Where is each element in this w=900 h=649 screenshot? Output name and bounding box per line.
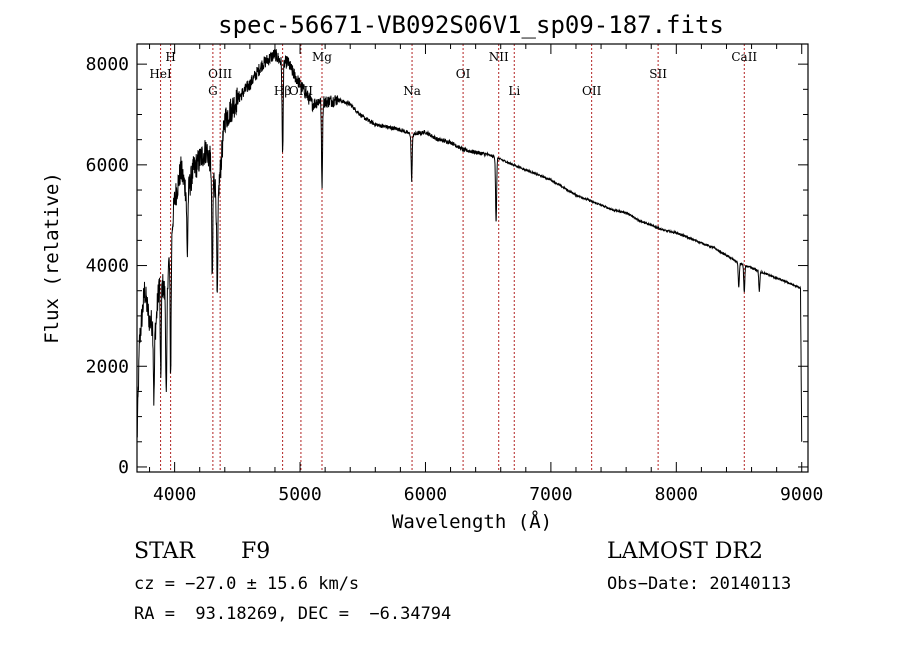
- spectral-line-label: Li: [508, 84, 520, 98]
- spectrum-series-line: [136, 48, 803, 442]
- redshift-value: cz = −27.0 ± 15.6 km/s: [134, 574, 360, 594]
- spectrum-chart: spec-56671-VB092S06V1_sp09-187.fits HeI H…: [41, 11, 823, 533]
- spectral-line-label: H: [165, 50, 175, 64]
- spectral-line-label: NII: [489, 50, 509, 64]
- spectral-line-label: HeI: [149, 67, 172, 81]
- x-tick-label: 5000: [278, 484, 321, 505]
- x-tick-label: 4000: [153, 484, 196, 505]
- spectral-line-label: G: [208, 84, 218, 98]
- plot-frame: [136, 43, 809, 473]
- y-tick-label: 8000: [86, 54, 129, 75]
- chart-title: spec-56671-VB092S06V1_sp09-187.fits: [218, 11, 724, 39]
- x-axis-label: Wavelength (Å): [392, 510, 552, 533]
- y-tick-label: 2000: [86, 356, 129, 377]
- x-tick-label: 8000: [655, 484, 698, 505]
- spectral-line-label: Na: [403, 84, 421, 98]
- spectral-subclass: F9: [241, 539, 271, 564]
- spectral-line-label: CaII: [731, 50, 757, 64]
- x-tick-label: 9000: [780, 484, 823, 505]
- y-tick-label: 6000: [86, 155, 129, 176]
- y-tick-label: 4000: [86, 256, 129, 277]
- spectral-line-label: SII: [649, 67, 667, 81]
- x-tick-label: 7000: [529, 484, 572, 505]
- spectral-line-label: OIII: [208, 67, 232, 81]
- y-tick-label: 0: [118, 457, 129, 478]
- spectral-line-label: Hβ: [274, 84, 291, 98]
- survey-name: LAMOST DR2: [607, 539, 763, 564]
- spectral-line-label: Mg: [312, 50, 332, 64]
- observation-date: Obs−Date: 20140113: [607, 574, 792, 594]
- x-tick-label: 6000: [404, 484, 447, 505]
- coordinates: RA = 93.18269, DEC = −6.34794: [134, 604, 452, 624]
- spectral-line-label: OI: [456, 67, 471, 81]
- y-axis-label: Flux (relative): [41, 172, 63, 344]
- object-class: STAR: [134, 539, 195, 564]
- spectral-line-label: OII: [582, 84, 602, 98]
